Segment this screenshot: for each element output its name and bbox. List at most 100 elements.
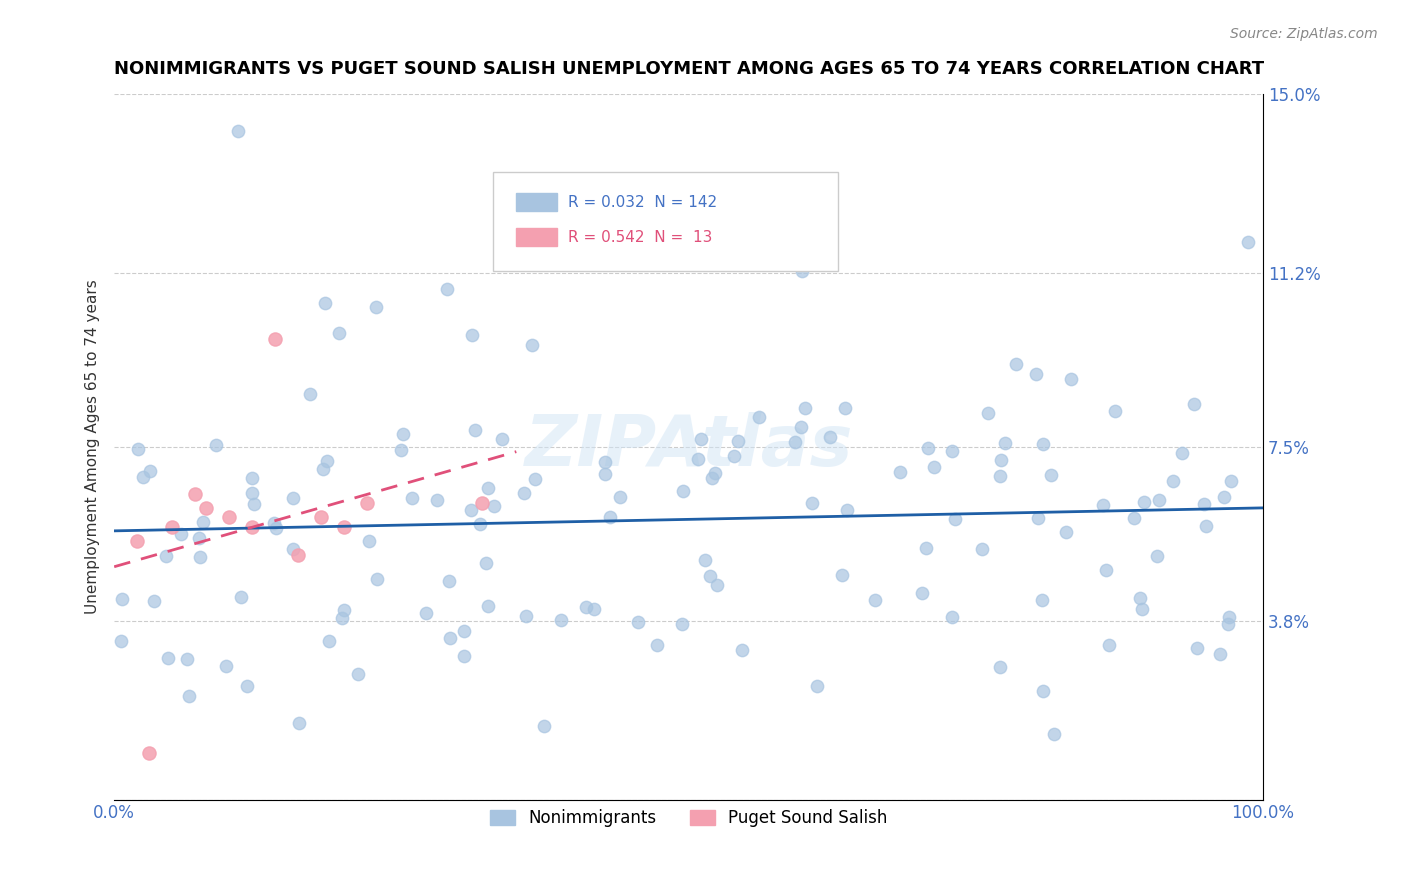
Point [575,600,598,615]
Point [328,326,350,340]
Point [1032,684,1054,698]
Point [332,611,354,625]
Point [1237,235,1260,249]
Point [672,484,695,499]
Point [177,690,200,704]
Point [243,497,266,511]
Point [1040,467,1063,482]
Point [748,410,770,425]
Point [783,435,806,450]
Point [1104,404,1126,418]
Point [461,328,484,343]
Text: NONIMMIGRANTS VS PUGET SOUND SALISH UNEMPLOYMENT AMONG AGES 65 TO 74 YEARS CORRE: NONIMMIGRANTS VS PUGET SOUND SALISH UNEM… [114,60,1264,78]
Bar [516,228,557,246]
Point [426,492,449,507]
Point [524,472,547,486]
Point [315,454,337,468]
Point [468,516,491,531]
Point [264,332,287,346]
Point [513,485,536,500]
Point [138,746,160,760]
Point [688,452,710,467]
Point [191,515,214,529]
Point [176,652,198,666]
Point [1043,727,1066,741]
Point [1212,490,1234,504]
Point [865,592,887,607]
Point [453,624,475,638]
Point [240,470,263,484]
Point [1005,358,1028,372]
Point [595,467,617,482]
Point [484,499,506,513]
Point [533,719,555,733]
Point [1059,372,1081,386]
Point [1026,511,1049,525]
Point [1098,638,1121,652]
Point [226,124,249,138]
Point [915,541,938,556]
Point [439,632,461,646]
Point [215,659,238,673]
Point [1031,593,1053,607]
Point [110,634,132,648]
Point [160,520,183,534]
Point [1182,397,1205,411]
Point [1132,494,1154,508]
Point [988,469,1011,483]
Point [1130,601,1153,615]
Point [333,520,356,534]
Point [599,510,621,524]
Point [835,503,858,517]
Point [287,548,309,562]
Point [550,613,572,627]
Point [1092,498,1115,512]
Point [437,574,460,588]
Point [415,606,437,620]
Point [1187,640,1209,655]
Point [943,512,966,526]
Point [731,642,754,657]
Point [1171,445,1194,459]
Point [392,426,415,441]
Point [283,542,305,557]
Point [474,556,496,570]
Point [464,423,486,437]
Point [994,436,1017,450]
Point [491,432,513,446]
Point [1219,475,1241,489]
Point [1146,549,1168,564]
Point [401,491,423,506]
Point [288,715,311,730]
Point [801,495,824,509]
Point [723,450,745,464]
Point [1032,436,1054,450]
Point [582,602,605,616]
Point [299,387,322,401]
Point [1129,591,1152,605]
Point [727,434,749,448]
Point [790,264,813,278]
Point [941,609,963,624]
Point [188,531,211,545]
Point [1054,525,1077,540]
Point [142,593,165,607]
Text: R = 0.542  N =  13: R = 0.542 N = 13 [568,230,713,245]
Point [988,660,1011,674]
Point [127,533,149,548]
Point [195,501,218,516]
Point [645,638,668,652]
Point [229,591,252,605]
Point [283,491,305,506]
Point [941,444,963,458]
Point [460,503,482,517]
Bar [516,194,557,211]
Point [364,300,387,314]
Point [205,438,228,452]
Point [917,441,939,455]
Point [139,464,162,478]
Point [1147,492,1170,507]
Point [990,453,1012,467]
Text: ZIPAtlas: ZIPAtlas [524,412,853,482]
Legend: Nonimmigrants, Puget Sound Salish: Nonimmigrants, Puget Sound Salish [484,802,894,833]
